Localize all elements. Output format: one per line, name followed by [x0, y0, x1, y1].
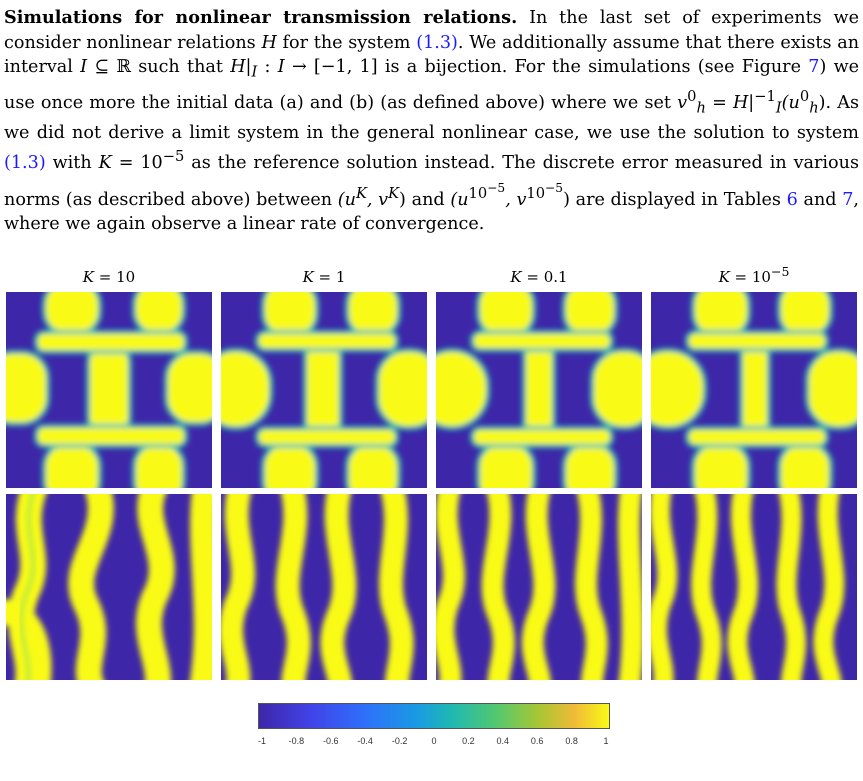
panel-bottom-k01 — [436, 494, 642, 680]
panel-bottom-k10 — [6, 494, 212, 680]
panel-bottom-k1e-5 — [651, 494, 857, 680]
table-ref-7[interactable]: 7 — [842, 189, 854, 210]
equation-ref-2[interactable]: (1.3) — [4, 153, 46, 174]
pattern-bottom-4 — [651, 494, 857, 680]
colorbar-tick: 0.2 — [462, 736, 475, 746]
column-label-3: K = 0.1 — [510, 268, 568, 286]
pattern-bottom-1 — [6, 494, 212, 680]
pattern-top-4 — [651, 292, 857, 488]
pattern-top-3 — [436, 292, 642, 488]
column-label-4: K = 10−5 — [718, 264, 790, 286]
colorbar-tick: -0.6 — [323, 736, 339, 746]
pattern-bottom-2 — [221, 494, 427, 680]
colorbar-tick: 1 — [603, 736, 609, 746]
panel-top-k1e-5 — [651, 292, 857, 488]
equation-ref[interactable]: (1.3) — [416, 32, 458, 53]
panel-top-k01 — [436, 292, 642, 488]
section-heading: Simulations for nonlinear transmission r… — [4, 7, 518, 28]
column-label-2: K = 1 — [302, 268, 346, 286]
colorbar-tick: 0.8 — [565, 736, 578, 746]
paragraph: Simulations for nonlinear transmission r… — [4, 7, 860, 234]
colorbar-tick: 0 — [431, 736, 437, 746]
pattern-top-2 — [221, 292, 427, 488]
figure-ref[interactable]: 7 — [808, 57, 820, 77]
colorbar-tick: -0.8 — [288, 736, 305, 746]
panel-top-k1 — [221, 292, 427, 488]
colorbar-tick: -0.4 — [357, 736, 373, 746]
table-ref-6[interactable]: 6 — [786, 189, 798, 210]
colorbar — [258, 703, 610, 729]
panel-top-k10 — [6, 292, 212, 488]
panel-bottom-k1 — [221, 494, 427, 680]
colorbar-tick: 0.4 — [496, 736, 510, 746]
column-label-1: K = 10 — [82, 268, 136, 286]
colorbar-tick: -0.2 — [391, 736, 408, 746]
colorbar-tick: -1 — [257, 736, 267, 746]
pattern-bottom-3 — [436, 494, 642, 680]
colorbar-tick: 0.6 — [530, 736, 544, 746]
colorbar-gradient — [258, 703, 610, 729]
pattern-top-1 — [6, 292, 212, 488]
